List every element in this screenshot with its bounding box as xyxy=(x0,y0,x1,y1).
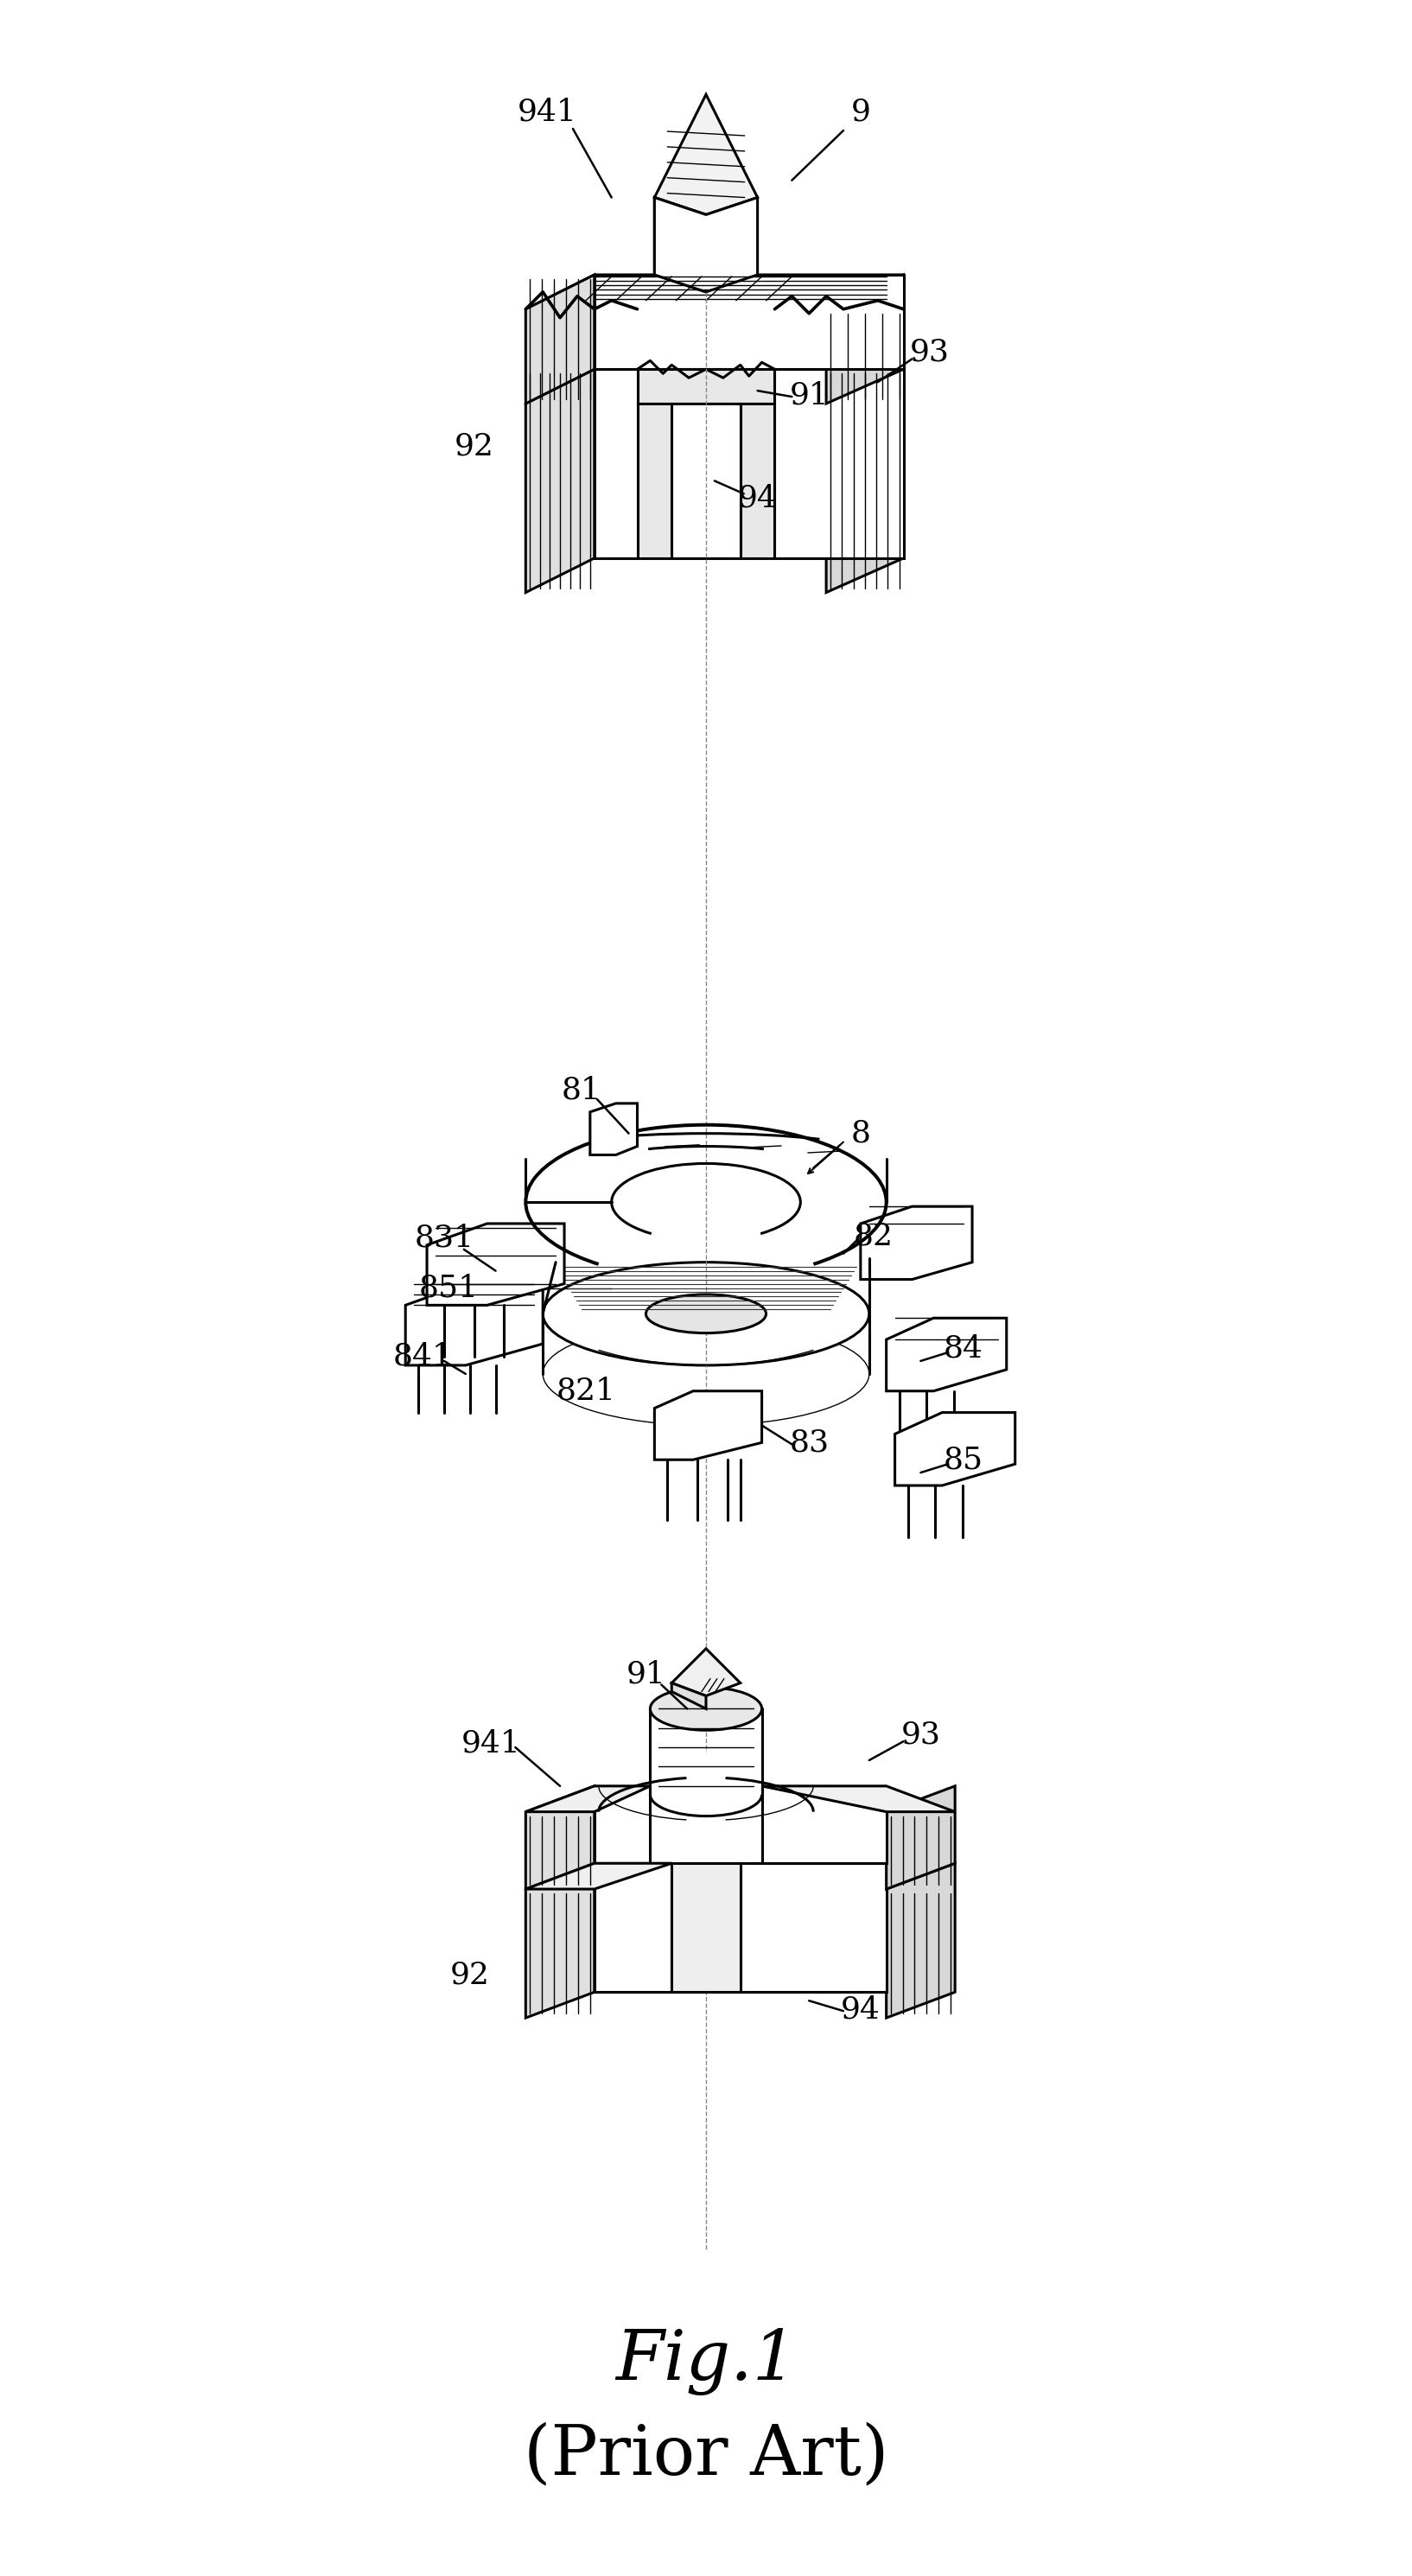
Polygon shape xyxy=(426,1224,565,1306)
Text: 9: 9 xyxy=(850,98,870,126)
Text: 94: 94 xyxy=(840,1994,880,2025)
Text: 82: 82 xyxy=(854,1221,894,1252)
Polygon shape xyxy=(594,1862,672,1991)
Text: Fig.1: Fig.1 xyxy=(616,2329,796,2396)
Text: 92: 92 xyxy=(450,1960,490,1989)
Polygon shape xyxy=(860,1206,973,1280)
Polygon shape xyxy=(594,368,637,559)
Polygon shape xyxy=(672,1682,706,1708)
Polygon shape xyxy=(525,1862,672,1888)
Text: 851: 851 xyxy=(418,1273,479,1303)
Polygon shape xyxy=(895,1412,1015,1486)
Polygon shape xyxy=(525,1785,650,1811)
Polygon shape xyxy=(672,404,740,559)
Text: 821: 821 xyxy=(556,1376,616,1406)
Polygon shape xyxy=(525,276,904,309)
Text: 81: 81 xyxy=(562,1077,602,1105)
Ellipse shape xyxy=(645,1296,767,1334)
Ellipse shape xyxy=(542,1321,870,1425)
Polygon shape xyxy=(655,198,757,291)
Polygon shape xyxy=(775,368,904,559)
Text: 8: 8 xyxy=(850,1118,870,1149)
Ellipse shape xyxy=(542,1262,870,1365)
Text: 93: 93 xyxy=(901,1721,940,1749)
Polygon shape xyxy=(740,404,775,559)
Polygon shape xyxy=(594,1785,650,1862)
Polygon shape xyxy=(525,368,594,592)
Text: 83: 83 xyxy=(789,1427,829,1458)
Polygon shape xyxy=(826,368,904,592)
Text: (Prior Art): (Prior Art) xyxy=(524,2421,888,2488)
Polygon shape xyxy=(826,276,904,404)
Polygon shape xyxy=(525,1785,594,1888)
Text: 91: 91 xyxy=(626,1659,665,1690)
Text: 941: 941 xyxy=(462,1728,521,1757)
Text: 831: 831 xyxy=(414,1224,474,1252)
Polygon shape xyxy=(672,1649,740,1695)
Text: 93: 93 xyxy=(909,337,949,366)
Text: 84: 84 xyxy=(943,1334,984,1363)
Polygon shape xyxy=(740,1862,887,1991)
Text: 85: 85 xyxy=(943,1445,984,1473)
Polygon shape xyxy=(637,368,775,404)
Polygon shape xyxy=(655,95,757,214)
Polygon shape xyxy=(590,1103,637,1154)
Polygon shape xyxy=(637,404,672,559)
Polygon shape xyxy=(655,1391,762,1461)
Text: 92: 92 xyxy=(455,433,494,461)
Polygon shape xyxy=(525,1862,594,2017)
Text: 91: 91 xyxy=(789,381,829,410)
Polygon shape xyxy=(655,198,706,291)
Polygon shape xyxy=(594,276,904,368)
Polygon shape xyxy=(405,1283,542,1365)
Polygon shape xyxy=(762,1785,955,1811)
Polygon shape xyxy=(762,1785,887,1862)
Text: 841: 841 xyxy=(393,1342,452,1370)
Polygon shape xyxy=(887,1785,955,1888)
Polygon shape xyxy=(887,1319,1007,1391)
Ellipse shape xyxy=(650,1687,762,1731)
Text: 941: 941 xyxy=(517,98,578,126)
Polygon shape xyxy=(525,276,594,404)
Polygon shape xyxy=(672,1862,740,1991)
Polygon shape xyxy=(887,1862,955,2017)
Text: 94: 94 xyxy=(737,484,778,513)
